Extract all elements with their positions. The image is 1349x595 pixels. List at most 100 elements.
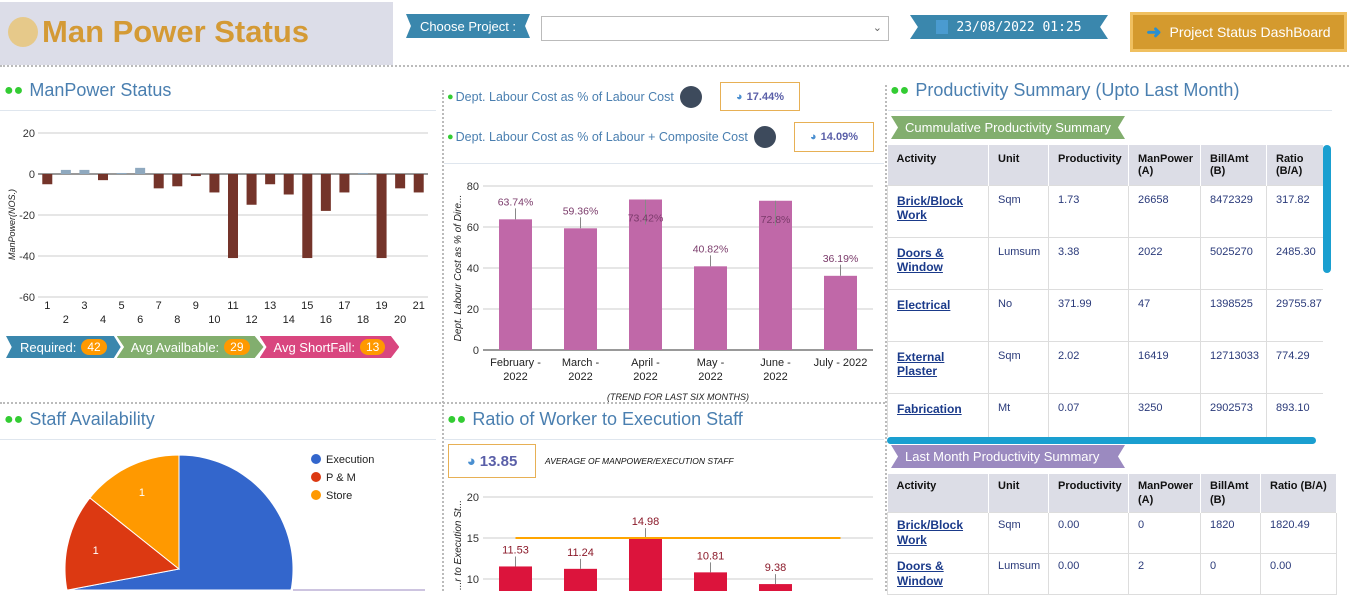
gauge-icon: ◕ bbox=[810, 131, 817, 143]
activity-cell: Brick/Block Work bbox=[887, 512, 989, 554]
data-label: 40.82% bbox=[693, 243, 729, 255]
shortfall-label: Avg ShortFall: bbox=[273, 339, 355, 355]
ratio-average-value: 13.85 bbox=[479, 452, 518, 470]
bar bbox=[228, 174, 238, 259]
productivity-heading: ●● Productivity Summary (Upto Last Month) bbox=[890, 80, 1239, 101]
table-row: External Plaster Sqm 2.02 16419 12713033 774.… bbox=[887, 341, 1323, 394]
bar bbox=[395, 174, 406, 189]
bar bbox=[172, 174, 183, 187]
table-cell: Sqm bbox=[988, 185, 1049, 238]
x-tick-label: 14 bbox=[283, 314, 295, 326]
project-status-dashboard-button[interactable]: ➜ Project Status DashBoard bbox=[1130, 12, 1347, 52]
table-cell: 1.73 bbox=[1048, 185, 1129, 238]
activity-link[interactable]: Doors & Window bbox=[897, 246, 944, 274]
y-tick-label: 20 bbox=[467, 304, 479, 316]
table-cell: No bbox=[988, 289, 1049, 342]
last-month-table-container: Activity Unit Productivity ManPower (A) Bill… bbox=[887, 474, 1337, 595]
bar bbox=[564, 568, 597, 591]
column-header: Unit bbox=[988, 145, 1049, 186]
table-cell: 0 bbox=[1128, 512, 1201, 554]
x-tick-label: 16 bbox=[320, 314, 332, 326]
required-count: 42 bbox=[81, 339, 107, 355]
x-tick-label: 10 bbox=[208, 314, 220, 326]
activity-link[interactable]: Brick/Block Work bbox=[897, 194, 964, 222]
table-cell: Sqm bbox=[988, 512, 1049, 554]
ratio-average-kpi: ◕ 13.85 bbox=[448, 444, 536, 478]
shortfall-badge: Avg ShortFall: 13 bbox=[259, 336, 400, 358]
bar bbox=[629, 199, 662, 350]
activity-link[interactable]: Doors & Window bbox=[897, 559, 944, 588]
bar bbox=[358, 172, 368, 174]
data-label: 59.36% bbox=[563, 205, 599, 217]
legend-marker bbox=[311, 490, 321, 500]
data-label: 9.38 bbox=[765, 562, 786, 574]
last-month-summary-label: Last Month Productivity Summary bbox=[891, 445, 1125, 468]
page-title-text: Man Power Status bbox=[42, 14, 309, 49]
project-select[interactable]: ⌄ bbox=[541, 16, 889, 41]
data-label: 72.8% bbox=[761, 214, 791, 226]
x-tick-label: 19 bbox=[375, 300, 387, 312]
x-tick-label: 21 bbox=[413, 300, 425, 312]
x-tick-label: 18 bbox=[357, 314, 369, 326]
legend-label: Execution bbox=[326, 454, 374, 466]
data-label: 36.19% bbox=[823, 253, 859, 265]
pie-slice bbox=[89, 454, 180, 571]
bar bbox=[265, 174, 276, 185]
table-cell: 2485.30 bbox=[1266, 237, 1323, 290]
legend-label: Store bbox=[326, 490, 352, 502]
table-cell: Sqm bbox=[988, 341, 1049, 394]
manpower-title: ManPower Status bbox=[29, 80, 172, 100]
cumulative-productivity-table: Activity Unit Productivity ManPower (A) Bill… bbox=[887, 145, 1323, 437]
vertical-scrollbar[interactable] bbox=[1323, 145, 1331, 273]
labour-cost-heading: ● Dept. Labour Cost as % of Labour Cost bbox=[447, 86, 702, 108]
column-header: ManPower (A) bbox=[1128, 145, 1201, 186]
x-tick-label: 8 bbox=[174, 314, 180, 326]
y-tick-label: 0 bbox=[473, 345, 479, 357]
activity-link[interactable]: Brick/Block Work bbox=[897, 518, 964, 547]
bar-chart-icon[interactable] bbox=[753, 126, 776, 148]
bar-chart-icon[interactable] bbox=[679, 86, 702, 108]
data-label: 63.74% bbox=[498, 196, 534, 208]
table-cell: Lumsum bbox=[988, 237, 1049, 290]
horizontal-scrollbar[interactable] bbox=[887, 437, 1316, 444]
activity-link[interactable]: External Plaster bbox=[897, 350, 945, 378]
cumulative-summary-label: Cummulative Productivity Summary bbox=[891, 116, 1125, 139]
activity-link[interactable]: Electrical bbox=[897, 298, 951, 312]
data-label: 11.53 bbox=[502, 544, 529, 556]
staff-title: Staff Availability bbox=[29, 409, 155, 429]
activity-link[interactable]: Fabrication bbox=[897, 402, 962, 416]
table-row: Doors & Window Lumsum 0.00 2 0 0.00 bbox=[887, 553, 1337, 595]
y-tick-label: 15 bbox=[467, 533, 479, 545]
cumulative-table-container: Activity Unit Productivity ManPower (A) Bill… bbox=[887, 145, 1323, 437]
column-header: BillAmt (B) bbox=[1200, 145, 1267, 186]
bar bbox=[629, 538, 662, 591]
pie-slice bbox=[64, 497, 181, 591]
gauge-icon: ◕ bbox=[466, 452, 476, 470]
y-tick-label: 20 bbox=[23, 128, 35, 140]
ratio-average-label: AVERAGE OF MANPOWER/EXECUTION STAFF bbox=[545, 456, 734, 466]
divider bbox=[0, 65, 1349, 67]
y-tick-label: -40 bbox=[19, 251, 35, 263]
table-cell: 3250 bbox=[1128, 393, 1201, 437]
x-tick-label: 2022 bbox=[698, 371, 722, 383]
bar bbox=[79, 169, 90, 174]
legend-marker bbox=[311, 454, 321, 464]
x-tick-label: 2022 bbox=[633, 371, 657, 383]
choose-project-label: Choose Project : bbox=[406, 14, 530, 38]
table-row: Doors & Window Lumsum 3.38 2022 5025270 2485.… bbox=[887, 237, 1323, 290]
x-tick-label: 5 bbox=[119, 300, 125, 312]
composite-cost-heading: ● Dept. Labour Cost as % of Labour + Comp… bbox=[447, 126, 776, 148]
users-icon: ●● bbox=[4, 81, 24, 99]
x-tick-label: 1 bbox=[44, 300, 50, 312]
table-cell: 2.02 bbox=[1048, 341, 1129, 394]
x-tick-label: 15 bbox=[301, 300, 313, 312]
column-header: Ratio (B/A) bbox=[1260, 474, 1337, 513]
pie-slice bbox=[67, 454, 294, 591]
table-cell: 2902573 bbox=[1200, 393, 1267, 437]
divider bbox=[888, 110, 1332, 111]
gauge-icon: ◕ bbox=[736, 90, 743, 103]
y-axis-label: Dept. Labour Cost as % of Dire... bbox=[453, 195, 464, 342]
y-tick-label: -60 bbox=[19, 292, 35, 304]
bar bbox=[98, 174, 108, 181]
bar bbox=[60, 169, 71, 174]
